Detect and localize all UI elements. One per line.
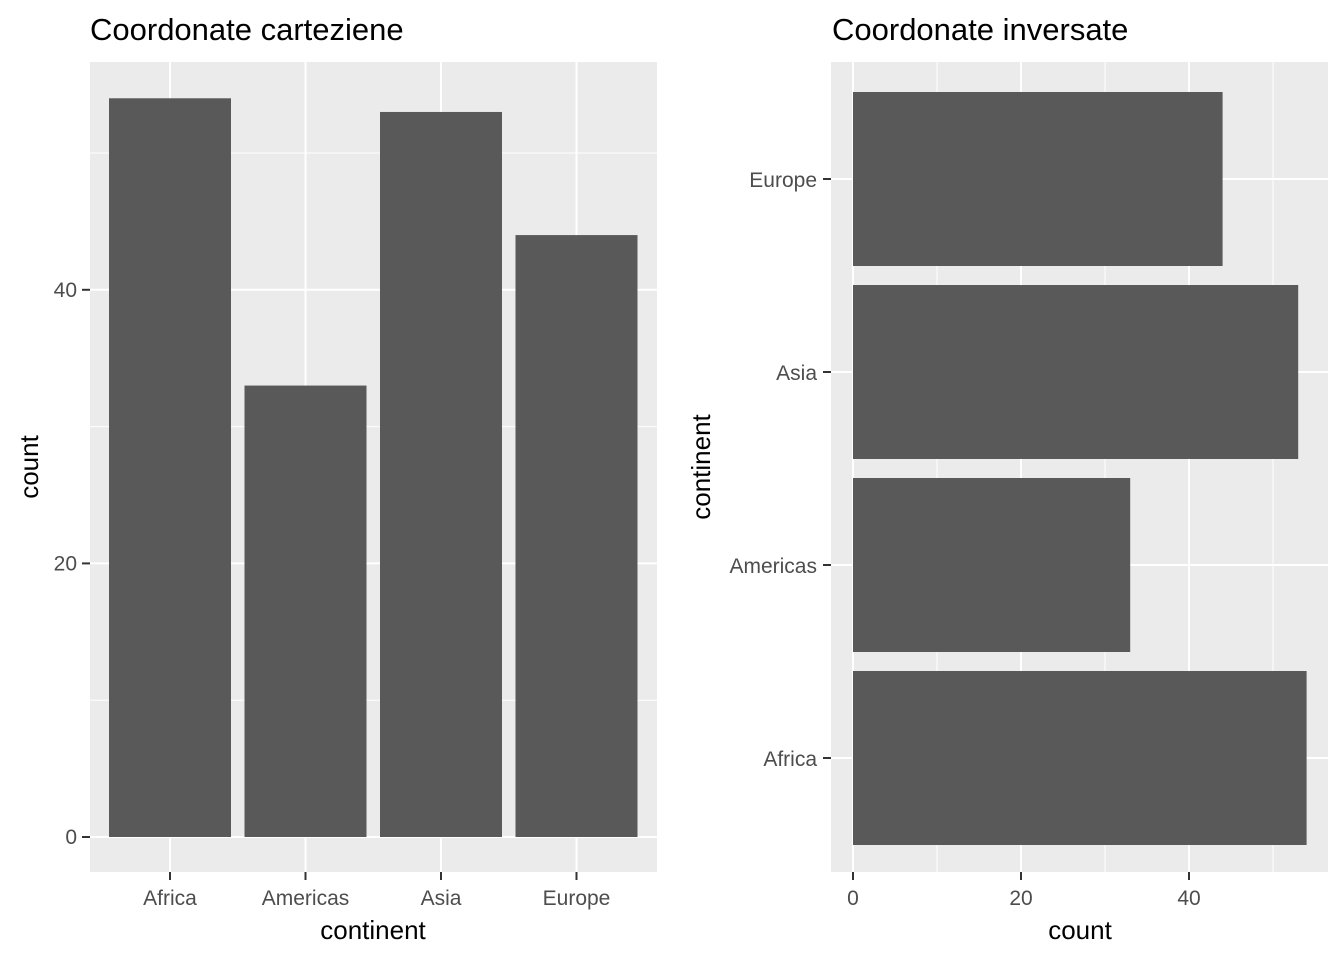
x-tick-label: 40 <box>1177 887 1200 910</box>
x-axis-title: continent <box>320 915 426 945</box>
x-tick-label: Asia <box>421 887 462 910</box>
bar-asia <box>380 111 502 837</box>
bar-europe <box>515 235 638 837</box>
x-axis-title: count <box>1048 915 1112 945</box>
bar-africa <box>853 671 1307 845</box>
y-tick-label: Europe <box>749 169 817 192</box>
bar-asia <box>853 285 1299 459</box>
chart-title: Coordonate carteziene <box>90 12 404 47</box>
y-axis: 0 20 40 <box>54 279 90 849</box>
cartesian-bar-chart: Coordonate carteziene 0 20 40 Africa Americ… <box>14 12 657 945</box>
x-tick-label: Americas <box>262 887 350 910</box>
bar-americas <box>244 385 367 837</box>
y-tick-label: Americas <box>729 555 817 578</box>
x-tick-label: Africa <box>143 887 197 910</box>
y-tick-label: Africa <box>763 748 817 771</box>
bars <box>853 92 1307 845</box>
y-tick-label: 40 <box>54 279 77 302</box>
y-axis: Africa Americas Asia Europe <box>729 169 831 771</box>
y-axis-title: count <box>14 434 44 498</box>
x-tick-label: 0 <box>847 887 859 910</box>
bar-americas <box>853 478 1131 652</box>
y-axis-title: continent <box>686 413 716 519</box>
y-tick-label: 0 <box>65 826 77 849</box>
y-tick-label: 20 <box>54 552 77 575</box>
x-tick-label: 20 <box>1009 887 1032 910</box>
flipped-bar-chart: Coordonate inversate Africa Americas Asia E… <box>686 12 1328 945</box>
x-axis: 0 20 40 <box>847 872 1201 910</box>
bar-africa <box>109 98 231 837</box>
bar-europe <box>853 92 1223 266</box>
y-tick-label: Asia <box>776 362 817 385</box>
x-axis: Africa Americas Asia Europe <box>143 872 610 910</box>
x-tick-label: Europe <box>543 887 611 910</box>
chart-title: Coordonate inversate <box>832 12 1128 47</box>
bars <box>109 98 638 837</box>
